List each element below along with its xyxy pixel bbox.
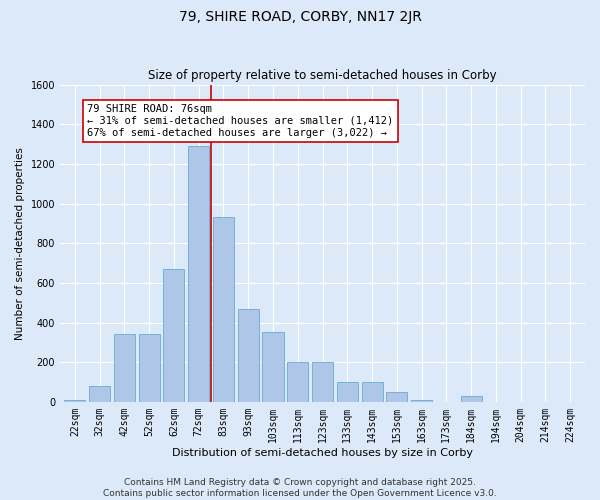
Bar <box>362 382 383 402</box>
Bar <box>337 382 358 402</box>
Bar <box>312 362 333 402</box>
Bar <box>64 400 85 402</box>
Bar <box>89 386 110 402</box>
Bar <box>238 308 259 402</box>
Bar <box>386 392 407 402</box>
Bar <box>163 269 184 402</box>
Bar <box>287 362 308 402</box>
Text: 79 SHIRE ROAD: 76sqm
← 31% of semi-detached houses are smaller (1,412)
67% of se: 79 SHIRE ROAD: 76sqm ← 31% of semi-detac… <box>87 104 394 138</box>
Bar <box>262 332 284 402</box>
X-axis label: Distribution of semi-detached houses by size in Corby: Distribution of semi-detached houses by … <box>172 448 473 458</box>
Text: Contains HM Land Registry data © Crown copyright and database right 2025.
Contai: Contains HM Land Registry data © Crown c… <box>103 478 497 498</box>
Bar <box>461 396 482 402</box>
Bar <box>411 400 432 402</box>
Y-axis label: Number of semi-detached properties: Number of semi-detached properties <box>15 147 25 340</box>
Bar <box>213 218 234 402</box>
Text: 79, SHIRE ROAD, CORBY, NN17 2JR: 79, SHIRE ROAD, CORBY, NN17 2JR <box>179 10 421 24</box>
Bar <box>139 334 160 402</box>
Bar <box>114 334 135 402</box>
Bar <box>188 146 209 402</box>
Title: Size of property relative to semi-detached houses in Corby: Size of property relative to semi-detach… <box>148 69 497 82</box>
